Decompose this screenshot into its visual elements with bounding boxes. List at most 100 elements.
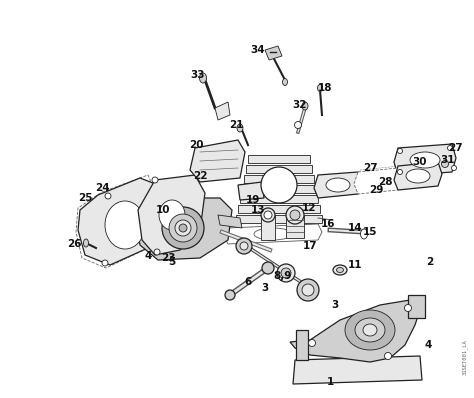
Ellipse shape [159, 200, 185, 230]
Text: 23: 23 [161, 253, 175, 263]
Text: 4: 4 [424, 340, 432, 350]
Text: 13: 13 [251, 205, 265, 215]
Polygon shape [290, 300, 420, 362]
Polygon shape [394, 144, 456, 176]
Text: 19: 19 [246, 195, 260, 205]
Ellipse shape [83, 239, 89, 247]
Ellipse shape [309, 339, 316, 347]
Ellipse shape [290, 210, 300, 220]
Polygon shape [215, 102, 230, 120]
Ellipse shape [162, 207, 204, 249]
Ellipse shape [398, 170, 402, 174]
Ellipse shape [302, 102, 308, 110]
Polygon shape [242, 185, 316, 193]
Polygon shape [238, 182, 264, 200]
Text: 30: 30 [413, 157, 427, 167]
Polygon shape [236, 215, 322, 223]
Text: 3: 3 [331, 300, 338, 310]
Ellipse shape [363, 324, 377, 336]
Text: 3: 3 [261, 283, 269, 293]
Polygon shape [136, 198, 232, 260]
Text: 20: 20 [189, 140, 203, 150]
Text: 12: 12 [302, 203, 316, 213]
Ellipse shape [302, 284, 314, 296]
Ellipse shape [225, 290, 235, 300]
Ellipse shape [236, 238, 252, 254]
Ellipse shape [261, 167, 297, 203]
Ellipse shape [200, 73, 207, 83]
Ellipse shape [361, 229, 367, 239]
Polygon shape [78, 178, 162, 265]
Polygon shape [190, 140, 245, 182]
Polygon shape [224, 224, 322, 244]
Polygon shape [238, 205, 320, 213]
Text: 14: 14 [348, 223, 362, 233]
Ellipse shape [160, 204, 172, 216]
Ellipse shape [410, 152, 440, 168]
Ellipse shape [281, 268, 291, 278]
Polygon shape [286, 215, 304, 238]
Polygon shape [261, 215, 275, 240]
Ellipse shape [441, 160, 448, 168]
Ellipse shape [447, 146, 453, 150]
Text: 22: 22 [193, 171, 207, 181]
Text: 33: 33 [191, 70, 205, 80]
Text: 5: 5 [168, 257, 176, 267]
Text: 28: 28 [378, 177, 392, 187]
Polygon shape [394, 162, 442, 190]
Polygon shape [356, 166, 404, 192]
Polygon shape [248, 155, 310, 163]
Polygon shape [408, 295, 425, 318]
Ellipse shape [384, 353, 392, 359]
Ellipse shape [240, 242, 248, 250]
Ellipse shape [105, 193, 111, 199]
Ellipse shape [294, 121, 301, 129]
Polygon shape [244, 175, 314, 183]
Text: 29: 29 [369, 185, 383, 195]
Ellipse shape [337, 267, 344, 273]
Ellipse shape [277, 264, 295, 282]
Ellipse shape [326, 178, 350, 192]
Polygon shape [218, 215, 242, 228]
Polygon shape [293, 356, 422, 384]
Polygon shape [138, 175, 205, 255]
Text: 27: 27 [363, 163, 377, 173]
Text: 8,9: 8,9 [274, 271, 292, 281]
Ellipse shape [105, 201, 145, 249]
Polygon shape [314, 172, 362, 198]
Text: 17: 17 [303, 241, 317, 251]
Text: 31SET001_LA: 31SET001_LA [463, 339, 468, 375]
Polygon shape [265, 46, 282, 60]
Ellipse shape [254, 228, 292, 240]
Text: 11: 11 [348, 260, 362, 270]
Polygon shape [240, 195, 318, 203]
Text: 15: 15 [363, 227, 377, 237]
Ellipse shape [333, 265, 347, 275]
Text: 18: 18 [318, 83, 332, 93]
Text: 2: 2 [427, 257, 434, 267]
Ellipse shape [345, 310, 395, 350]
Ellipse shape [406, 169, 430, 183]
Ellipse shape [318, 84, 322, 92]
Text: 6: 6 [245, 277, 252, 287]
Text: 4: 4 [144, 251, 152, 261]
Text: 10: 10 [156, 205, 170, 215]
Polygon shape [354, 168, 402, 194]
Ellipse shape [169, 214, 197, 242]
Ellipse shape [452, 166, 456, 170]
Text: 34: 34 [251, 45, 265, 55]
Ellipse shape [297, 279, 319, 301]
Ellipse shape [264, 211, 272, 219]
Polygon shape [246, 165, 312, 173]
Ellipse shape [355, 318, 385, 342]
Text: 1: 1 [327, 377, 334, 387]
Text: 27: 27 [447, 143, 462, 153]
Ellipse shape [175, 220, 191, 236]
Polygon shape [296, 330, 308, 360]
Ellipse shape [398, 148, 402, 154]
Ellipse shape [152, 177, 158, 183]
Text: 25: 25 [78, 193, 92, 203]
Text: 26: 26 [67, 239, 81, 249]
Text: 32: 32 [293, 100, 307, 110]
Text: 21: 21 [229, 120, 243, 130]
